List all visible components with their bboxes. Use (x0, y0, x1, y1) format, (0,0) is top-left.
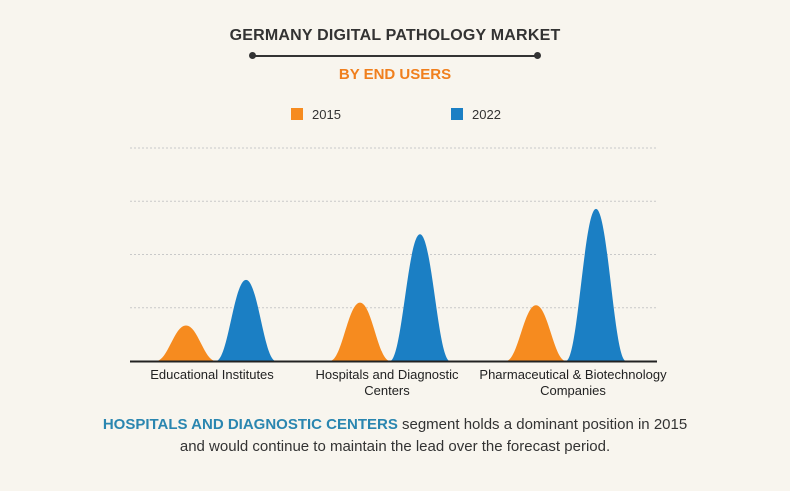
chart-subtitle: BY END USERS (338, 66, 452, 83)
legend-swatch-2022 (451, 108, 463, 120)
peak-2015-0 (156, 325, 216, 361)
legend-swatch-2015 (291, 108, 303, 120)
legend-label-2015: 2015 (312, 106, 341, 122)
peak-2022-1 (390, 234, 450, 361)
chart-title: GERMANY DIGITAL PATHOLOGY MARKET (229, 27, 561, 44)
legend-item-2022: 2022 (451, 106, 501, 122)
peak-2022-2 (566, 208, 626, 361)
peak-2015-2 (506, 305, 566, 361)
footer-text: segment holds a dominant position in 201… (179, 416, 688, 455)
category-label-0: Educational Institutes (150, 367, 274, 382)
peak-2015-1 (330, 302, 390, 361)
peak-2022-0 (216, 279, 276, 361)
divider-right-dot (534, 52, 541, 59)
category-label-1: Hospitals and Diagnostic Centers (315, 367, 459, 398)
legend-label-2022: 2022 (472, 106, 501, 122)
footer-note: HOSPITALS AND DIAGNOSTIC CENTERS segment… (100, 414, 690, 458)
title-divider (252, 55, 538, 57)
divider-left-dot (249, 52, 256, 59)
footer-highlight: HOSPITALS AND DIAGNOSTIC CENTERS (102, 416, 398, 433)
legend-item-2015: 2015 (291, 106, 341, 122)
category-label-2: Pharmaceutical & Biotechnology Companies (479, 367, 667, 398)
